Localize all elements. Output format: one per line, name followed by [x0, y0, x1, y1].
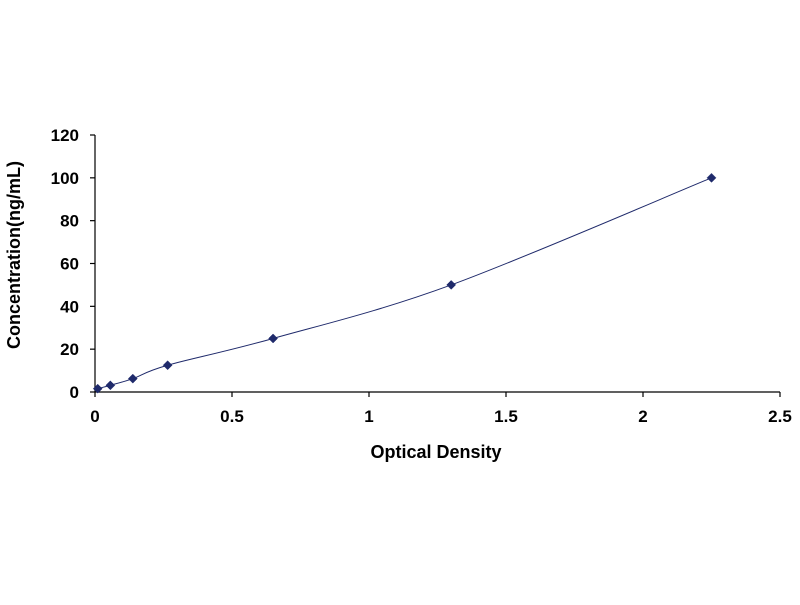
axes: [90, 134, 781, 397]
data-points: [92, 172, 717, 394]
x-tick-label: 2: [638, 407, 647, 426]
x-tick-label: 2.5: [768, 407, 792, 426]
y-tick-label: 100: [51, 169, 79, 188]
x-axis-title: Optical Density: [370, 442, 501, 462]
data-point: [127, 373, 138, 384]
x-tick-label: 0.5: [220, 407, 244, 426]
y-tick-label: 80: [60, 212, 79, 231]
data-point: [268, 333, 278, 344]
data-point: [446, 280, 457, 290]
curve: [97, 177, 712, 390]
data-point: [706, 172, 717, 183]
x-tick-label: 0: [90, 407, 99, 426]
data-point: [92, 383, 103, 394]
data-point: [105, 380, 116, 391]
y-tick-label: 20: [60, 340, 79, 359]
fit-curve-line: [97, 177, 712, 390]
x-tick-label: 1.5: [494, 407, 518, 426]
y-tick-label: 0: [70, 383, 79, 402]
y-tick-label: 120: [51, 126, 79, 145]
y-tick-label: 60: [60, 255, 79, 274]
x-tick-label: 1: [364, 407, 373, 426]
data-point: [162, 360, 173, 371]
y-tick-label: 40: [60, 297, 79, 316]
tick-labels: 0 20 40 60 80 100 120 0 0.5 1 1.5 2 2.5: [51, 126, 792, 426]
y-axis-title: Concentration(ng/mL): [4, 161, 24, 349]
